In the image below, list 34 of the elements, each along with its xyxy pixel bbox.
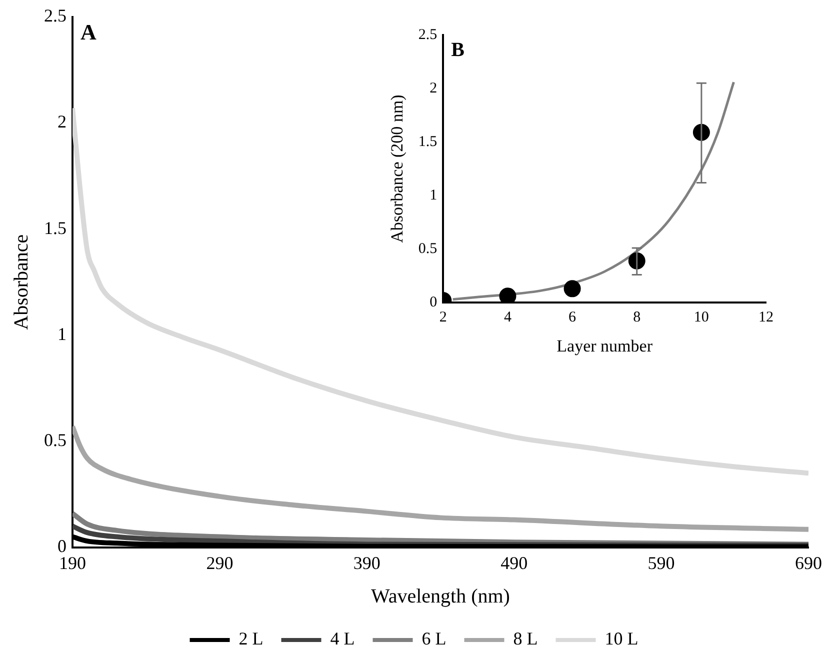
y-tick-label: 0.5 [418,241,438,258]
y-tick-label: 2 [430,80,438,96]
x-axis-title: Wavelength (nm) [371,585,510,608]
legend-label: 2 L [238,628,264,649]
y-tick-label: 0.5 [44,430,66,450]
x-tick-label: 8 [633,310,641,326]
point [499,288,516,303]
y-tick-label: 1.5 [418,134,438,150]
y-tick-label: 0 [430,294,438,311]
x-tick-label: 690 [795,552,822,573]
x-axis-title: Layer number [556,336,653,356]
y-tick-label: 2.5 [44,6,66,26]
legend-label: 8 L [513,628,538,649]
x-tick-label: 390 [353,552,380,573]
y-tick-label: 1 [58,324,66,344]
y-tick-label: 1.5 [44,218,66,238]
x-tick-label: 12 [758,310,774,326]
chart-title: A [80,19,96,44]
x-tick-label: 590 [648,552,675,573]
legend-label: 10 L [604,628,638,649]
point [564,280,581,298]
y-axis-title: Absorbance (200 nm) [388,94,407,243]
x-tick-label: 4 [504,310,512,326]
legend-label: 6 L [422,628,446,649]
chart-title: B [451,39,464,62]
y-tick-label: 2 [58,112,66,132]
y-tick-label: 1 [430,187,438,204]
legend-label: 4 L [330,628,355,649]
x-tick-label: 6 [568,310,577,326]
y-tick-label: 2.5 [418,26,438,43]
x-tick-label: 490 [500,552,528,573]
y-axis-title: Absorbance [10,234,32,330]
x-tick-label: 290 [206,552,234,573]
x-tick-label: 10 [694,310,709,326]
